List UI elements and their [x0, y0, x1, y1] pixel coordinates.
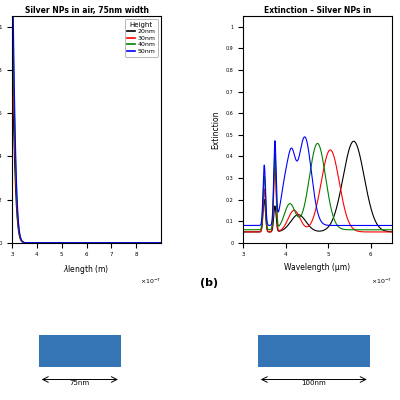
- Title: Silver NPs in air, 75nm width: Silver NPs in air, 75nm width: [24, 6, 148, 15]
- Text: 75nm: 75nm: [70, 380, 90, 386]
- FancyBboxPatch shape: [258, 335, 370, 367]
- X-axis label: Wavelength (μm): Wavelength (μm): [284, 263, 350, 272]
- Text: (b): (b): [200, 278, 218, 288]
- X-axis label: $\lambda$length (m): $\lambda$length (m): [63, 263, 110, 276]
- Text: 100nm: 100nm: [301, 380, 326, 386]
- Text: $\times 10^{-7}$: $\times 10^{-7}$: [140, 276, 161, 286]
- FancyBboxPatch shape: [39, 335, 121, 367]
- Text: $\times 10^{-7}$: $\times 10^{-7}$: [371, 276, 392, 286]
- Title: Extinction – Silver NPs in: Extinction – Silver NPs in: [264, 6, 371, 15]
- Legend: 20nm, 30nm, 40nm, 50nm: 20nm, 30nm, 40nm, 50nm: [125, 19, 158, 57]
- Y-axis label: Extinction: Extinction: [211, 110, 220, 149]
